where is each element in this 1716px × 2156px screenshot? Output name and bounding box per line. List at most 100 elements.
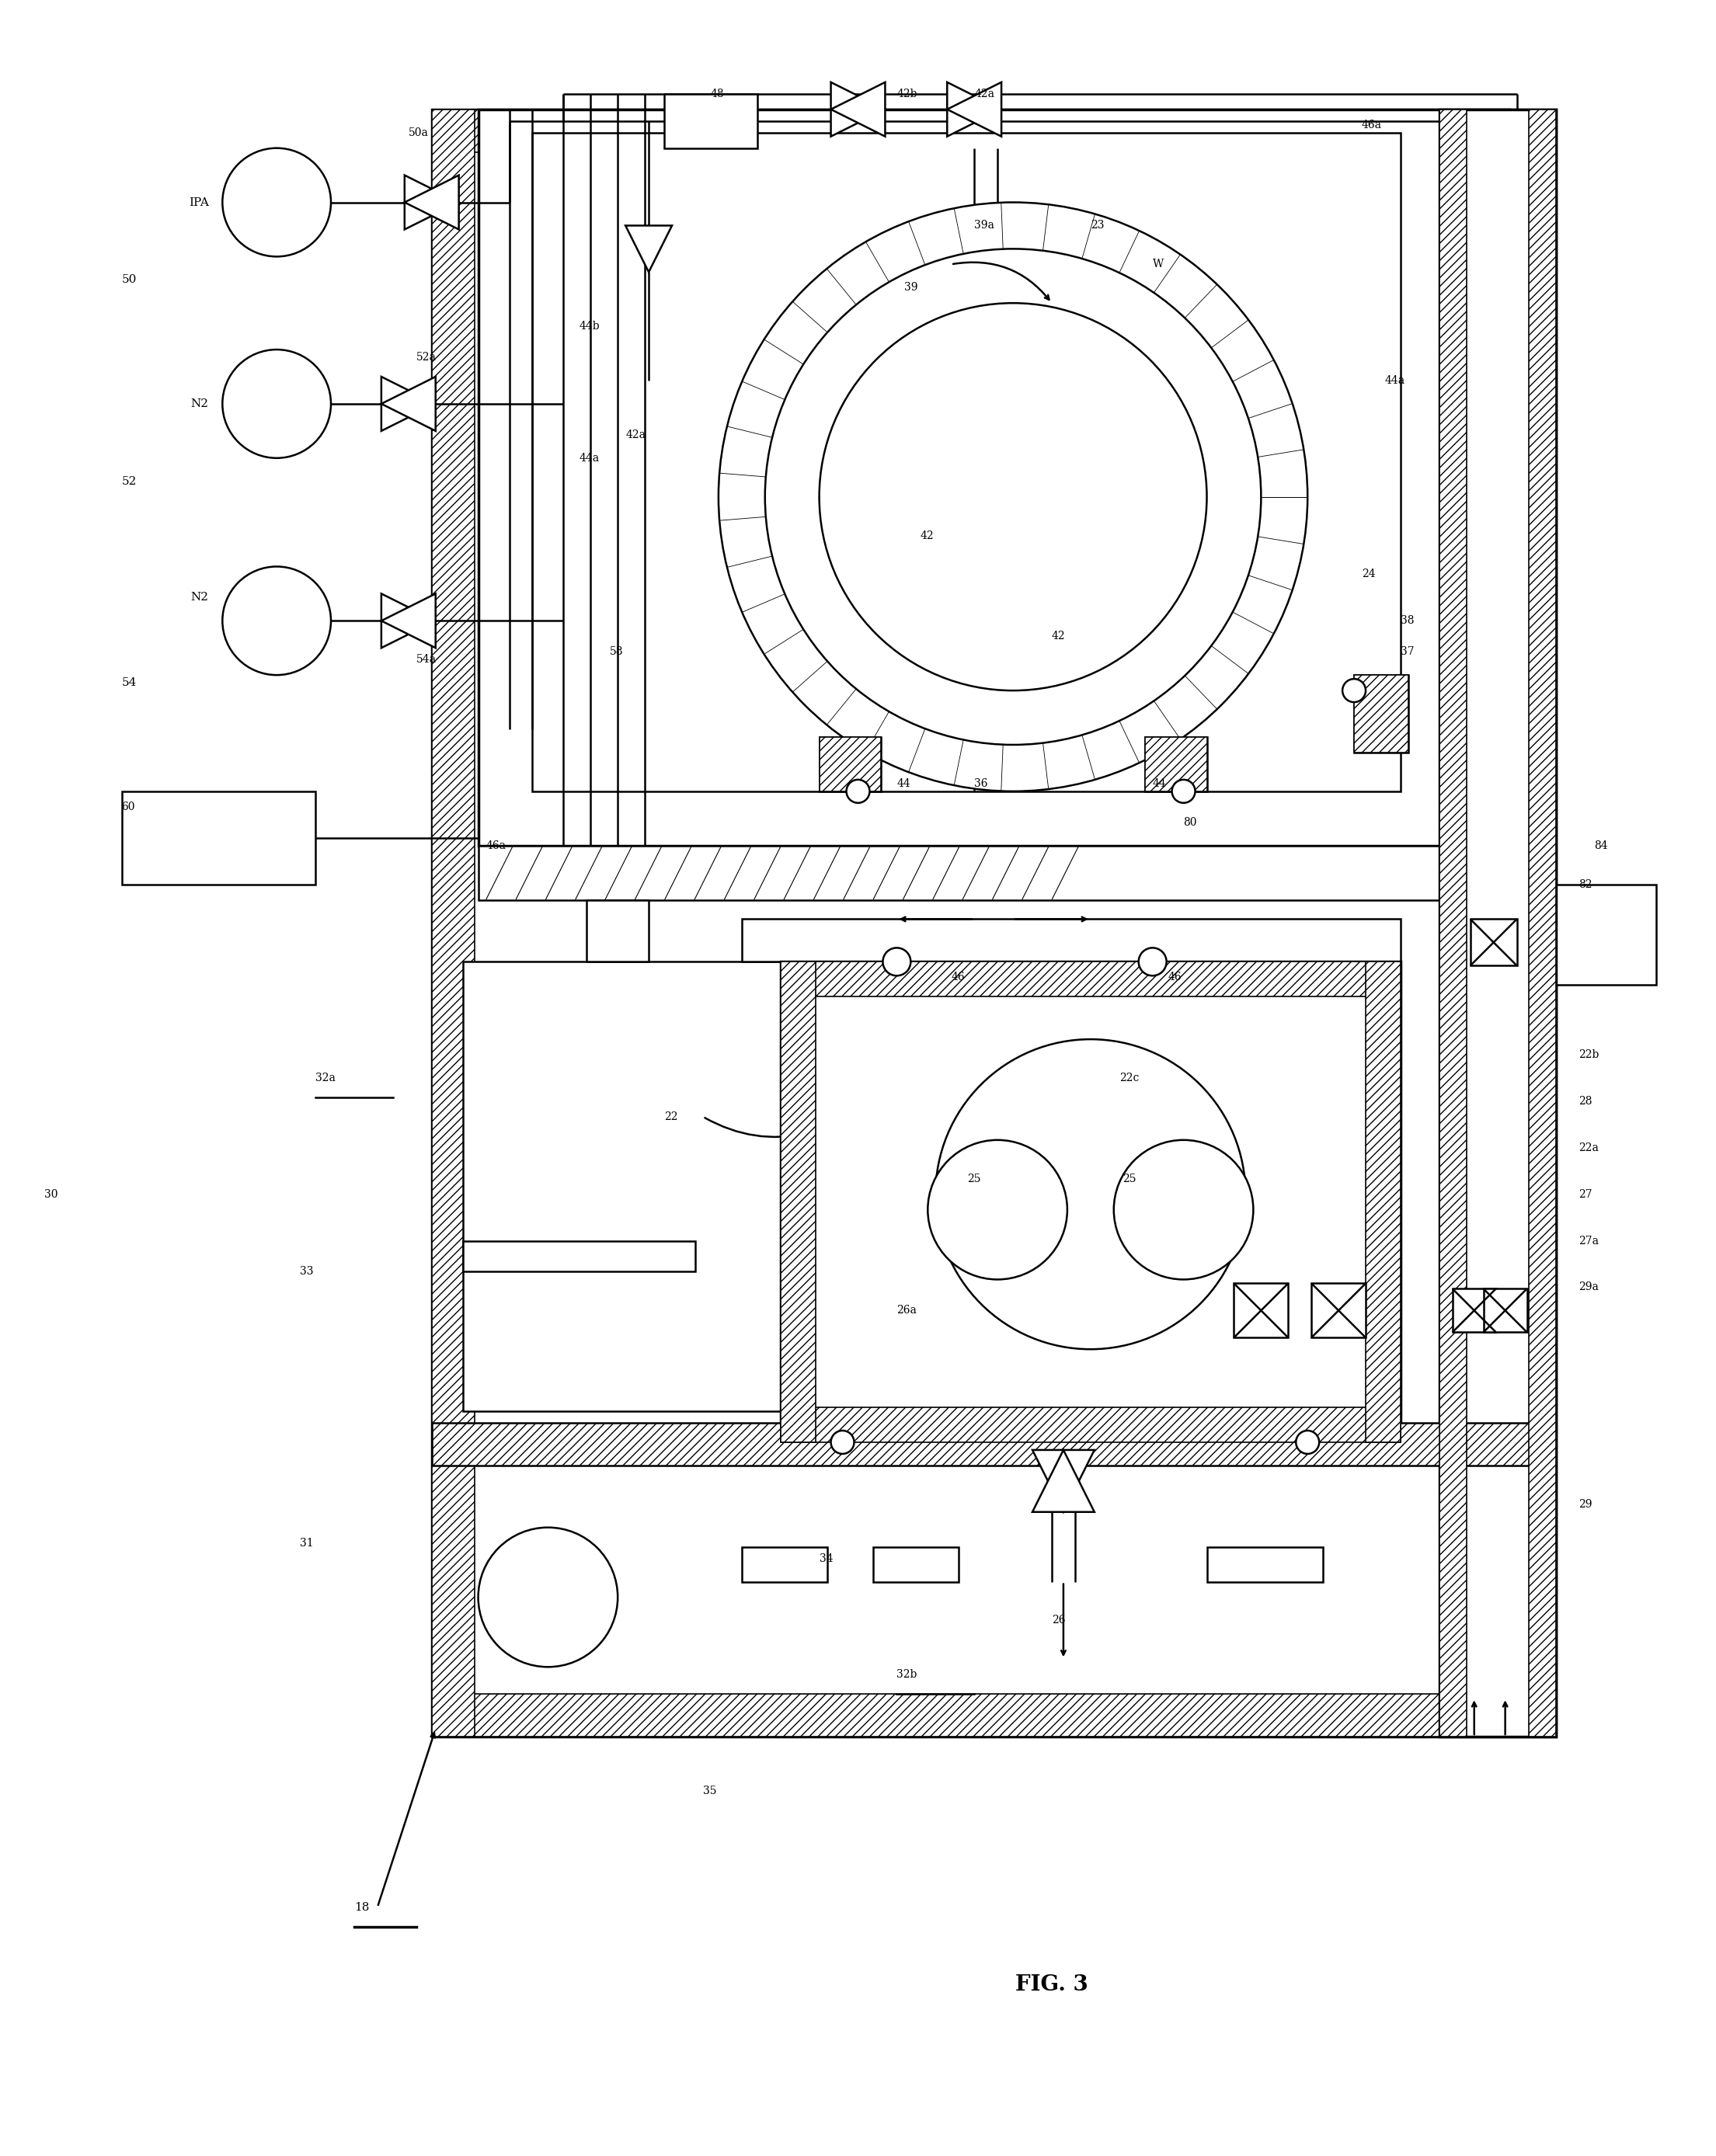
Text: 50: 50 [122, 274, 137, 285]
Text: 37: 37 [1400, 647, 1414, 658]
Polygon shape [381, 593, 436, 649]
Bar [1529, 110, 1556, 1738]
Text: 42b: 42b [897, 88, 918, 99]
Text: 52a: 52a [417, 351, 436, 362]
Circle shape [1114, 1141, 1253, 1279]
Text: 84: 84 [1594, 841, 1608, 852]
Bar [1471, 918, 1517, 966]
Text: 50a: 50a [408, 127, 429, 138]
Bar [1145, 737, 1206, 791]
Circle shape [479, 1526, 618, 1667]
Text: 38: 38 [1400, 614, 1414, 625]
Text: 44: 44 [1153, 778, 1167, 789]
Text: N2: N2 [190, 593, 208, 604]
Bar [781, 1408, 1400, 1442]
Text: 27a: 27a [1579, 1235, 1599, 1246]
Bar [432, 1423, 1556, 1466]
Bar [1145, 737, 1206, 791]
Text: W: W [1153, 259, 1163, 270]
Bar [479, 110, 1508, 845]
Text: 29a: 29a [1579, 1283, 1599, 1294]
Bar [819, 737, 882, 791]
Polygon shape [405, 175, 458, 229]
Text: 46a: 46a [1363, 119, 1381, 129]
Polygon shape [381, 377, 436, 431]
Bar [432, 110, 474, 1738]
Polygon shape [831, 82, 885, 136]
Circle shape [223, 567, 331, 675]
Bar [1514, 110, 1556, 1738]
Circle shape [223, 149, 331, 257]
Bar [741, 1546, 827, 1583]
Text: 28: 28 [1579, 1095, 1592, 1106]
Bar [432, 110, 1556, 151]
Polygon shape [381, 377, 436, 431]
Circle shape [765, 248, 1261, 744]
Text: 22c: 22c [1119, 1072, 1139, 1084]
Circle shape [1172, 780, 1194, 802]
Circle shape [846, 780, 870, 802]
Text: 44: 44 [897, 778, 911, 789]
Text: 46: 46 [1169, 972, 1182, 983]
Text: 35: 35 [704, 1785, 717, 1796]
Text: 31: 31 [300, 1537, 314, 1548]
Text: 34: 34 [819, 1552, 832, 1563]
Polygon shape [1033, 1451, 1095, 1511]
Text: 42a: 42a [975, 88, 995, 99]
Bar [1366, 962, 1400, 1442]
Bar [122, 791, 316, 884]
Text: 27: 27 [1579, 1188, 1592, 1199]
Text: 48: 48 [710, 88, 724, 99]
Text: 42: 42 [1052, 632, 1066, 642]
Polygon shape [947, 82, 1002, 136]
Bar [479, 845, 1508, 899]
Bar [1311, 1283, 1366, 1337]
Bar [463, 1240, 695, 1272]
Bar [664, 95, 757, 149]
Polygon shape [1033, 1451, 1095, 1511]
Text: 32a: 32a [316, 1072, 336, 1084]
Bar [532, 132, 1400, 791]
Text: 42a: 42a [625, 429, 645, 440]
Text: 54a: 54a [417, 653, 436, 664]
Polygon shape [947, 82, 1002, 136]
Polygon shape [405, 175, 458, 229]
Text: FIG. 3: FIG. 3 [1016, 1975, 1088, 1994]
Text: 22a: 22a [1579, 1143, 1599, 1153]
Text: 39: 39 [904, 282, 918, 293]
Text: 46a: 46a [486, 841, 506, 852]
Bar [463, 962, 1393, 1412]
Bar [587, 899, 649, 962]
Text: 60: 60 [122, 802, 136, 813]
Text: 44b: 44b [578, 321, 599, 332]
Bar [819, 737, 882, 791]
Bar [1354, 675, 1409, 752]
Bar [1234, 1283, 1289, 1337]
Text: IPA: IPA [189, 196, 209, 207]
Bar [1484, 1289, 1527, 1332]
Text: 33: 33 [300, 1266, 314, 1276]
Circle shape [819, 304, 1206, 690]
Bar [432, 1695, 1556, 1738]
Bar [1452, 1289, 1496, 1332]
Bar [1539, 884, 1656, 985]
Text: 36: 36 [975, 778, 988, 789]
Bar [873, 1546, 959, 1583]
Text: 42: 42 [920, 530, 934, 541]
Text: N2: N2 [190, 399, 208, 410]
Text: 24: 24 [1363, 569, 1376, 580]
Polygon shape [831, 82, 885, 136]
Bar [1206, 1546, 1323, 1583]
Polygon shape [381, 593, 436, 649]
Circle shape [1296, 1432, 1320, 1453]
Circle shape [719, 203, 1308, 791]
Bar [1354, 675, 1409, 752]
Text: 22: 22 [664, 1110, 678, 1121]
Text: 25: 25 [1122, 1173, 1136, 1184]
Circle shape [935, 1039, 1246, 1350]
Text: 54: 54 [122, 677, 137, 688]
Bar [1440, 110, 1556, 1738]
Text: 30: 30 [45, 1188, 58, 1199]
Text: 44a: 44a [1385, 375, 1405, 386]
Text: 80: 80 [1184, 817, 1198, 828]
